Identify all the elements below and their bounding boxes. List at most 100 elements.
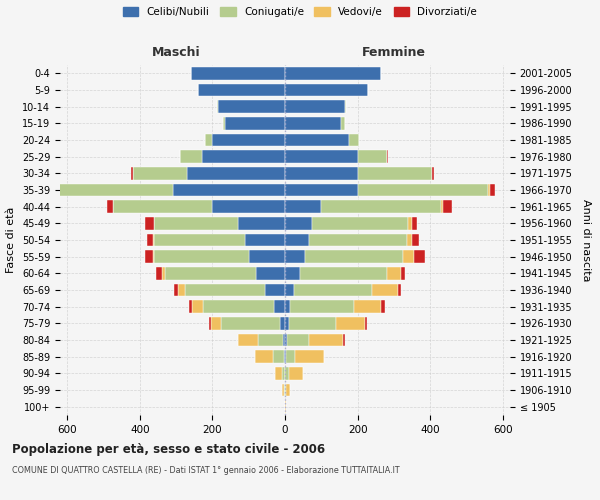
- Bar: [191, 67, 285, 80]
- Bar: [443, 200, 452, 213]
- Bar: [308, 234, 407, 246]
- Bar: [156, 267, 161, 280]
- Bar: [488, 184, 490, 196]
- Bar: [223, 117, 225, 130]
- Bar: [154, 250, 249, 263]
- Bar: [284, 350, 285, 363]
- Bar: [221, 317, 280, 330]
- Bar: [358, 184, 488, 196]
- Text: Femmine: Femmine: [362, 46, 426, 59]
- Bar: [401, 267, 405, 280]
- Bar: [145, 250, 152, 263]
- Bar: [285, 134, 349, 146]
- Y-axis label: Anni di nascita: Anni di nascita: [581, 198, 591, 281]
- Bar: [414, 250, 425, 263]
- Legend: Celibi/Nubili, Coniugati/e, Vedovi/e, Divorziati/e: Celibi/Nubili, Coniugati/e, Vedovi/e, Di…: [119, 2, 481, 21]
- Bar: [285, 384, 286, 396]
- Bar: [217, 100, 218, 113]
- Bar: [147, 234, 152, 246]
- Bar: [285, 267, 299, 280]
- Bar: [46, 184, 51, 196]
- Bar: [398, 284, 401, 296]
- Bar: [256, 267, 285, 280]
- Bar: [386, 150, 388, 163]
- Bar: [289, 367, 303, 380]
- Bar: [209, 317, 211, 330]
- Bar: [212, 200, 285, 213]
- Bar: [285, 67, 381, 80]
- Bar: [312, 217, 409, 230]
- Bar: [283, 334, 285, 346]
- Bar: [285, 250, 305, 263]
- Text: Popolazione per età, sesso e stato civile - 2006: Popolazione per età, sesso e stato civil…: [12, 442, 325, 456]
- Bar: [381, 300, 385, 313]
- Bar: [412, 234, 419, 246]
- Bar: [178, 284, 185, 296]
- Bar: [354, 300, 381, 313]
- Text: COMUNE DI QUATTRO CASTELLA (RE) - Dati ISTAT 1° gennaio 2006 - Elaborazione TUTT: COMUNE DI QUATTRO CASTELLA (RE) - Dati I…: [12, 466, 400, 475]
- Bar: [282, 367, 285, 380]
- Bar: [441, 200, 443, 213]
- Bar: [285, 350, 286, 363]
- Y-axis label: Fasce di età: Fasce di età: [7, 207, 16, 273]
- Bar: [51, 184, 173, 196]
- Bar: [284, 384, 285, 396]
- Bar: [289, 317, 336, 330]
- Bar: [285, 117, 341, 130]
- Bar: [238, 217, 285, 230]
- Bar: [365, 317, 367, 330]
- Bar: [285, 317, 289, 330]
- Bar: [154, 217, 238, 230]
- Bar: [265, 284, 285, 296]
- Bar: [255, 350, 274, 363]
- Bar: [285, 167, 358, 179]
- Bar: [358, 167, 432, 179]
- Bar: [285, 334, 287, 346]
- Bar: [154, 234, 245, 246]
- Bar: [161, 267, 165, 280]
- Bar: [349, 134, 359, 146]
- Bar: [285, 367, 289, 380]
- Bar: [285, 400, 286, 413]
- Bar: [285, 217, 312, 230]
- Bar: [107, 200, 113, 213]
- Bar: [258, 334, 283, 346]
- Bar: [285, 300, 290, 313]
- Bar: [290, 300, 354, 313]
- Bar: [285, 284, 294, 296]
- Bar: [193, 300, 203, 313]
- Bar: [285, 200, 321, 213]
- Bar: [294, 284, 372, 296]
- Bar: [187, 167, 285, 179]
- Bar: [133, 167, 187, 179]
- Bar: [165, 267, 256, 280]
- Bar: [409, 217, 412, 230]
- Bar: [372, 284, 398, 296]
- Bar: [152, 234, 154, 246]
- Bar: [238, 334, 258, 346]
- Bar: [245, 234, 285, 246]
- Bar: [345, 100, 346, 113]
- Bar: [211, 317, 221, 330]
- Bar: [145, 217, 154, 230]
- Bar: [225, 117, 285, 130]
- Bar: [218, 100, 285, 113]
- Bar: [358, 150, 386, 163]
- Bar: [212, 134, 285, 146]
- Bar: [274, 350, 284, 363]
- Bar: [305, 250, 403, 263]
- Bar: [403, 250, 414, 263]
- Bar: [299, 267, 386, 280]
- Bar: [285, 234, 308, 246]
- Bar: [285, 150, 358, 163]
- Bar: [173, 184, 285, 196]
- Bar: [285, 84, 368, 96]
- Bar: [275, 367, 282, 380]
- Bar: [490, 184, 496, 196]
- Bar: [131, 167, 133, 179]
- Bar: [274, 300, 285, 313]
- Bar: [152, 250, 154, 263]
- Bar: [287, 334, 308, 346]
- Bar: [205, 134, 212, 146]
- Bar: [308, 334, 343, 346]
